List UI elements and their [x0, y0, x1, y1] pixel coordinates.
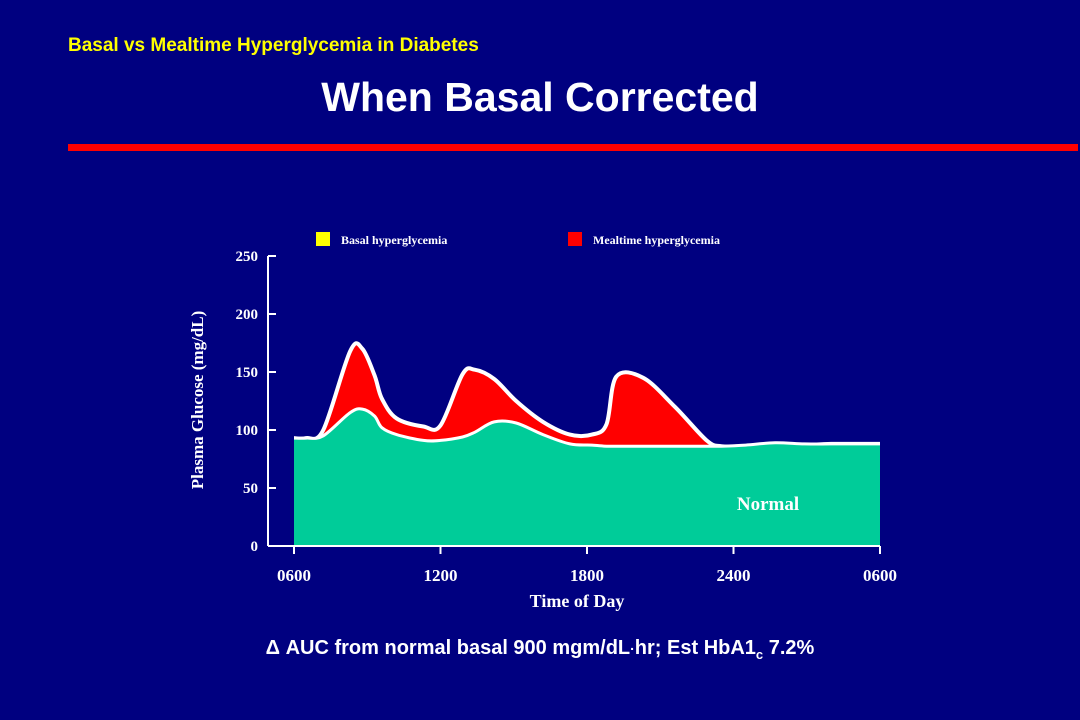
auc-footnote: Δ AUC from normal basal 900 mgm/dL·hr; E… — [0, 637, 1080, 662]
basal-curve-outline — [293, 407, 880, 448]
x-axis-label: Time of Day — [530, 591, 625, 611]
delta-symbol: Δ — [265, 637, 281, 659]
x-tick-label: 1800 — [570, 566, 604, 585]
legend-swatch-mealtime — [568, 232, 582, 246]
chart-areas — [293, 341, 880, 547]
legend-label-mealtime: Mealtime hyperglycemia — [593, 233, 720, 247]
x-tick-label: 2400 — [717, 566, 751, 585]
normal-glucose-area — [294, 408, 880, 546]
title-divider — [68, 144, 1078, 151]
footnote-dot: · — [630, 640, 635, 657]
footnote-subscript: c — [755, 647, 764, 662]
legend-swatch-basal — [316, 232, 330, 246]
slide-subtitle: Basal vs Mealtime Hyperglycemia in Diabe… — [68, 35, 479, 56]
chart-legend: Basal hyperglycemia Mealtime hyperglycemi… — [316, 232, 720, 247]
footnote-text-1: AUC from normal basal 900 mgm/dL — [280, 637, 631, 659]
x-axis: 0600 1200 1800 2400 0600 — [268, 545, 897, 585]
y-axis-label: Plasma Glucose (mg/dL) — [188, 311, 207, 490]
footnote-text-2: hr; Est HbA1 — [634, 637, 756, 659]
normal-region-label: Normal — [737, 494, 799, 515]
y-tick-label: 100 — [236, 423, 259, 439]
footnote-text-3: 7.2% — [763, 637, 815, 659]
y-tick-label: 150 — [236, 365, 259, 381]
y-tick-label: 250 — [236, 249, 259, 265]
y-tick-label: 200 — [236, 307, 259, 323]
y-tick-label: 0 — [251, 539, 259, 555]
y-tick-label: 50 — [243, 481, 258, 497]
y-axis: 0 50 100 150 200 250 — [236, 249, 276, 555]
x-tick-label: 1200 — [424, 566, 458, 585]
legend-label-basal: Basal hyperglycemia — [341, 233, 447, 247]
slide-title: When Basal Corrected — [321, 74, 759, 120]
x-tick-label: 0600 — [863, 566, 897, 585]
x-tick-label: 0600 — [277, 566, 311, 585]
